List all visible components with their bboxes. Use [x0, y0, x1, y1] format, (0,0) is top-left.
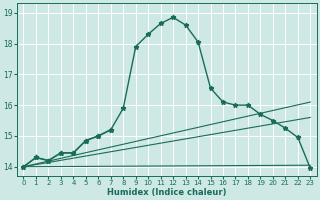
X-axis label: Humidex (Indice chaleur): Humidex (Indice chaleur) — [107, 188, 227, 197]
